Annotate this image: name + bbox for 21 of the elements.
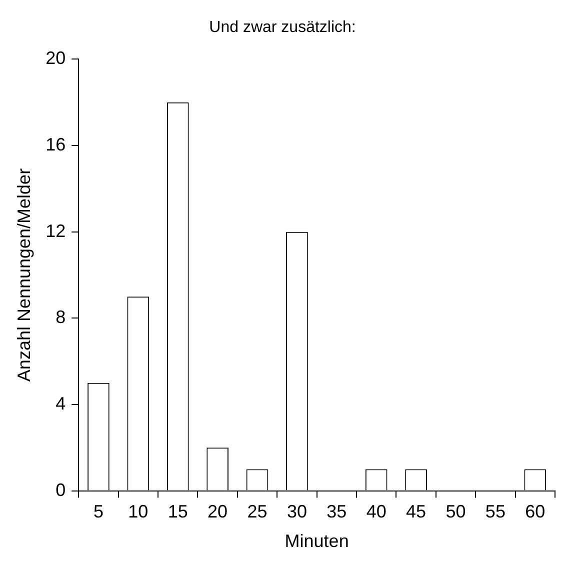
x-tick-label: 60 (525, 502, 546, 522)
x-tick-label: 35 (326, 502, 347, 522)
x-tick-label: 50 (446, 502, 466, 522)
x-tick-label: 5 (93, 502, 104, 522)
x-tick-label: 20 (208, 502, 228, 522)
x-tick-label: 10 (128, 502, 148, 522)
y-tick-label: 16 (46, 134, 66, 154)
x-tick-label: 55 (485, 502, 506, 522)
x-tick-label: 25 (247, 502, 268, 522)
x-axis-title: Minuten (284, 531, 349, 552)
y-tick-label: 12 (46, 220, 66, 241)
x-tick-label: 45 (406, 502, 426, 522)
y-axis-title: Anzahl Nennungen/Melder (14, 168, 34, 382)
chart-title: Und zwar zusätzlich: (209, 19, 356, 36)
y-tick-label: 20 (46, 48, 66, 68)
x-tick-label: 40 (366, 502, 386, 522)
x-tick-label: 15 (168, 502, 188, 522)
y-tick-label: 0 (56, 480, 66, 500)
x-tick-label: 30 (286, 502, 307, 522)
y-tick-label: 4 (56, 393, 66, 414)
y-tick-label: 8 (56, 307, 66, 328)
